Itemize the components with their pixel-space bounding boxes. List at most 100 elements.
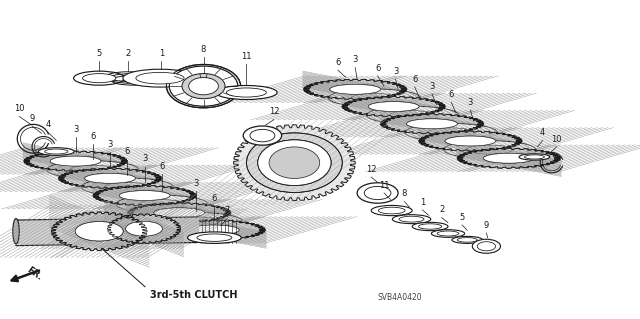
Ellipse shape [99, 187, 191, 204]
Text: 8: 8 [201, 45, 206, 54]
Text: 5: 5 [96, 49, 101, 58]
Ellipse shape [50, 156, 101, 166]
Ellipse shape [38, 148, 74, 155]
Ellipse shape [386, 115, 478, 133]
Ellipse shape [392, 215, 431, 224]
Text: 6: 6 [449, 90, 454, 99]
Ellipse shape [47, 161, 139, 179]
Ellipse shape [45, 149, 68, 154]
Ellipse shape [84, 174, 136, 183]
Ellipse shape [378, 207, 405, 214]
Ellipse shape [399, 216, 424, 222]
Ellipse shape [330, 85, 381, 94]
Ellipse shape [188, 225, 239, 235]
Ellipse shape [431, 230, 465, 237]
Polygon shape [342, 97, 445, 116]
Text: 9: 9 [484, 221, 489, 230]
Ellipse shape [133, 204, 225, 222]
Ellipse shape [524, 155, 545, 159]
Text: 6: 6 [412, 75, 417, 84]
Ellipse shape [216, 85, 277, 100]
Polygon shape [162, 220, 266, 240]
Ellipse shape [483, 153, 534, 163]
Ellipse shape [76, 222, 123, 241]
Ellipse shape [519, 154, 550, 160]
Text: 1: 1 [420, 198, 425, 207]
Polygon shape [58, 168, 162, 188]
Ellipse shape [119, 191, 170, 200]
Text: 6: 6 [90, 132, 95, 141]
Text: 3: 3 [429, 82, 435, 91]
Text: 9: 9 [29, 114, 35, 123]
Text: SVB4A0420: SVB4A0420 [378, 293, 422, 302]
Ellipse shape [197, 234, 232, 241]
Polygon shape [93, 186, 196, 205]
Ellipse shape [84, 174, 136, 183]
Ellipse shape [150, 212, 243, 230]
Polygon shape [51, 212, 147, 250]
Ellipse shape [188, 225, 239, 235]
Text: 3: 3 [108, 140, 113, 149]
Ellipse shape [64, 169, 156, 187]
Ellipse shape [50, 156, 101, 166]
Ellipse shape [309, 80, 401, 98]
Ellipse shape [81, 178, 173, 196]
Text: 1: 1 [159, 49, 164, 58]
Ellipse shape [330, 85, 381, 94]
Text: 11: 11 [379, 181, 389, 190]
Text: 3: 3 [73, 125, 78, 134]
Ellipse shape [452, 236, 483, 243]
Ellipse shape [371, 205, 412, 216]
Ellipse shape [258, 140, 331, 186]
Ellipse shape [76, 222, 123, 241]
Polygon shape [234, 125, 355, 201]
Ellipse shape [154, 208, 205, 218]
Ellipse shape [406, 119, 458, 129]
Ellipse shape [119, 191, 170, 200]
Ellipse shape [246, 133, 342, 193]
Ellipse shape [357, 183, 398, 203]
Polygon shape [303, 79, 407, 99]
Polygon shape [24, 151, 127, 171]
Ellipse shape [83, 74, 116, 83]
Polygon shape [16, 217, 198, 246]
Ellipse shape [419, 224, 442, 229]
Ellipse shape [457, 238, 477, 242]
Text: 6: 6 [159, 162, 164, 171]
Ellipse shape [168, 221, 260, 239]
Ellipse shape [406, 119, 458, 129]
Text: 3: 3 [142, 154, 147, 163]
Text: 3: 3 [194, 179, 199, 188]
Ellipse shape [472, 239, 500, 253]
Ellipse shape [74, 71, 125, 85]
Ellipse shape [188, 225, 239, 235]
Ellipse shape [483, 153, 534, 163]
Ellipse shape [29, 152, 122, 170]
Text: 6: 6 [125, 147, 130, 156]
Ellipse shape [258, 140, 331, 186]
Ellipse shape [189, 78, 218, 95]
Ellipse shape [330, 85, 381, 94]
Ellipse shape [56, 214, 143, 249]
Ellipse shape [13, 219, 19, 244]
Ellipse shape [269, 147, 320, 179]
Ellipse shape [483, 153, 534, 163]
Ellipse shape [154, 208, 205, 218]
Text: 11: 11 [241, 52, 252, 61]
Ellipse shape [123, 69, 197, 87]
Polygon shape [108, 214, 180, 243]
Ellipse shape [444, 141, 536, 159]
Text: 7: 7 [225, 206, 230, 215]
Text: 3: 3 [468, 98, 473, 107]
Text: 3: 3 [393, 67, 398, 76]
Ellipse shape [170, 66, 237, 106]
Ellipse shape [368, 102, 419, 111]
Ellipse shape [119, 191, 170, 200]
Polygon shape [127, 203, 231, 223]
Ellipse shape [50, 156, 101, 166]
Ellipse shape [166, 64, 241, 108]
Polygon shape [419, 131, 522, 151]
Ellipse shape [125, 221, 163, 236]
Text: 12: 12 [269, 108, 279, 116]
Text: FR.: FR. [24, 265, 44, 282]
